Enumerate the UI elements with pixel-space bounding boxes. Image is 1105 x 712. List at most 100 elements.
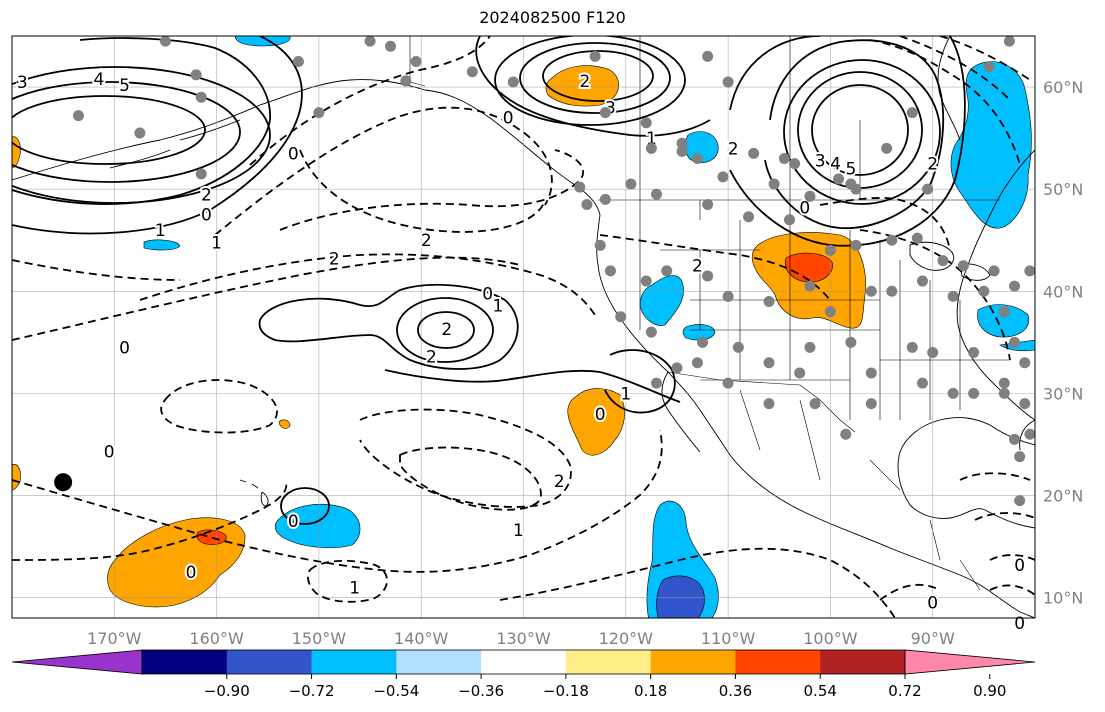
station-marker	[599, 193, 611, 205]
colorbar-tick-label: 0.54	[804, 682, 837, 700]
contour-pacific-high-0	[384, 369, 681, 403]
station-marker	[594, 239, 606, 251]
location-marker	[54, 473, 73, 492]
shade-blue-az	[682, 324, 716, 341]
colorbar-segment	[226, 650, 313, 674]
station-marker	[1014, 451, 1026, 463]
contour-dash-pac-outer	[12, 256, 521, 341]
lat-tick-label: 10°N	[1043, 589, 1083, 608]
station-marker	[763, 295, 775, 307]
station-markers	[72, 35, 1036, 507]
colorbar-tick-label: −0.54	[373, 682, 419, 700]
lat-tick-label: 40°N	[1043, 282, 1083, 301]
station-marker	[850, 239, 862, 251]
station-marker	[947, 290, 959, 302]
shade-blue-canada-east	[950, 61, 1032, 229]
station-marker	[661, 265, 673, 277]
station-marker	[732, 341, 744, 353]
station-marker	[998, 387, 1010, 399]
station-marker	[671, 362, 683, 374]
contour-label: 4	[830, 155, 841, 175]
colorbar-tick-label: −0.36	[458, 682, 504, 700]
station-marker	[988, 265, 1000, 277]
colorbar-tick-label: 0.90	[973, 682, 1006, 700]
station-marker	[927, 347, 939, 359]
coast-florida	[1019, 419, 1035, 451]
contour-label: 0	[288, 144, 299, 164]
shade-blue-small-b	[143, 239, 181, 251]
station-marker	[783, 214, 795, 226]
station-marker	[763, 398, 775, 410]
colorbar-tick-label: 0.36	[719, 682, 752, 700]
station-marker	[865, 398, 877, 410]
station-marker	[886, 234, 898, 246]
contour-label: 2	[201, 185, 212, 205]
contour-label: 1	[513, 521, 524, 541]
contour-label: 0	[288, 512, 299, 532]
station-marker	[645, 142, 657, 154]
station-marker	[676, 145, 688, 157]
shade-blue-nevada	[639, 275, 684, 326]
contour-label: 0	[186, 563, 197, 583]
shading-layer	[12, 36, 1035, 618]
station-marker	[1014, 495, 1026, 507]
contour-label: 0	[595, 405, 606, 425]
station-marker	[850, 183, 862, 195]
station-marker	[886, 285, 898, 297]
station-marker	[1024, 265, 1036, 277]
station-marker	[804, 280, 816, 292]
contour-label: 0	[104, 443, 115, 463]
colorbar-tick-label: −0.18	[543, 682, 589, 700]
lon-tick-label: 130°W	[496, 629, 551, 648]
contour-dash-pac-0-b	[359, 408, 572, 508]
lat-tick-label: 20°N	[1043, 486, 1083, 505]
coast-gulf	[897, 417, 1035, 529]
station-marker	[313, 107, 325, 119]
station-marker	[833, 173, 845, 185]
contour-low-west-1	[12, 36, 303, 235]
station-marker	[702, 50, 714, 62]
station-marker	[574, 181, 586, 193]
colorbar-segment	[820, 650, 906, 674]
contour-dash-pac-2	[399, 446, 542, 511]
contour-low-west-4	[12, 81, 241, 183]
contour-label: 4	[94, 70, 105, 90]
lat-tick-label: 50°N	[1043, 180, 1083, 199]
station-marker	[804, 341, 816, 353]
contour-dash-east-can	[869, 36, 1031, 166]
station-marker	[195, 168, 207, 180]
station-marker	[650, 377, 662, 389]
station-marker	[615, 311, 627, 323]
contour-dash-hawaii-0	[12, 479, 288, 561]
contour-label: 0	[1014, 614, 1025, 634]
station-marker	[625, 178, 637, 190]
contour-dash-far-west-1	[12, 259, 181, 281]
colorbar-outline	[141, 649, 906, 675]
contour-label: 2	[421, 231, 432, 251]
contour-dash-tropic	[499, 547, 896, 618]
contour-dash-plains	[599, 234, 831, 301]
station-marker	[865, 285, 877, 297]
station-marker	[906, 107, 918, 119]
map-frame	[11, 35, 1036, 619]
station-marker	[599, 107, 611, 119]
contour-low-west-2	[12, 37, 271, 205]
station-marker	[604, 265, 616, 277]
station-marker	[809, 398, 821, 410]
contour-label: 2	[426, 348, 437, 368]
border-mexico-states	[739, 389, 981, 591]
station-marker	[983, 61, 995, 73]
shade-orange-small-c	[278, 419, 291, 429]
colorbar-segment	[481, 650, 567, 674]
station-marker	[937, 255, 949, 267]
contour-pacific-high-1	[258, 283, 519, 370]
contour-label: 1	[211, 233, 222, 253]
station-marker	[190, 69, 202, 81]
station-marker	[676, 137, 688, 149]
contour-hawaii-east	[280, 487, 330, 525]
contours-solid	[12, 36, 966, 525]
lat-tick-label: 60°N	[1043, 78, 1083, 97]
station-marker	[702, 198, 714, 210]
colorbar-tick-label: 0.72	[888, 682, 921, 700]
shade-blue-tropics-core	[656, 575, 705, 618]
